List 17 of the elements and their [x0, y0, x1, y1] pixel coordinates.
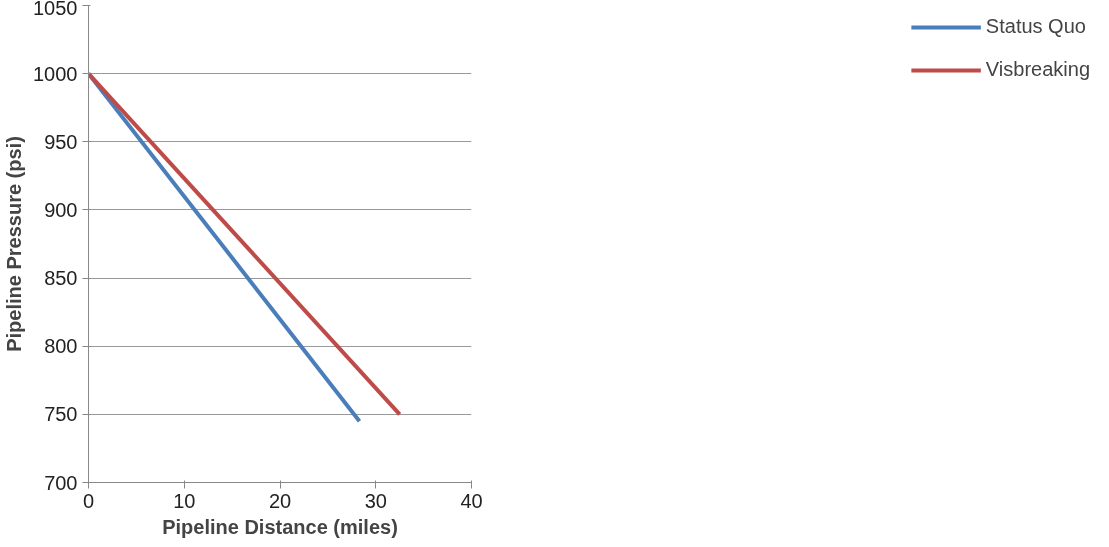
y-tick-label: 800 — [44, 335, 78, 358]
x-tick-label: 40 — [460, 489, 483, 512]
y-tick-label: 900 — [44, 198, 78, 221]
y-tick-label: 750 — [44, 403, 78, 426]
x-tick-label: 20 — [268, 489, 292, 512]
y-tick-label: 700 — [44, 471, 78, 494]
y-tick-label: 1000 — [33, 62, 78, 85]
x-axis-title: Pipeline Distance (miles) — [162, 515, 398, 538]
x-tick-label: 0 — [82, 489, 95, 512]
y-tick-label: 950 — [44, 130, 78, 153]
legend-label: Status Quo — [985, 15, 1086, 38]
y-tick-label: 850 — [44, 267, 78, 290]
legend-label: Visbreaking — [985, 58, 1090, 81]
x-tick-label: 10 — [173, 489, 196, 512]
y-tick-label: 1050 — [33, 0, 78, 19]
y-axis-title: Pipeline Pressure (psi) — [3, 136, 26, 352]
x-tick-label: 30 — [364, 489, 387, 512]
